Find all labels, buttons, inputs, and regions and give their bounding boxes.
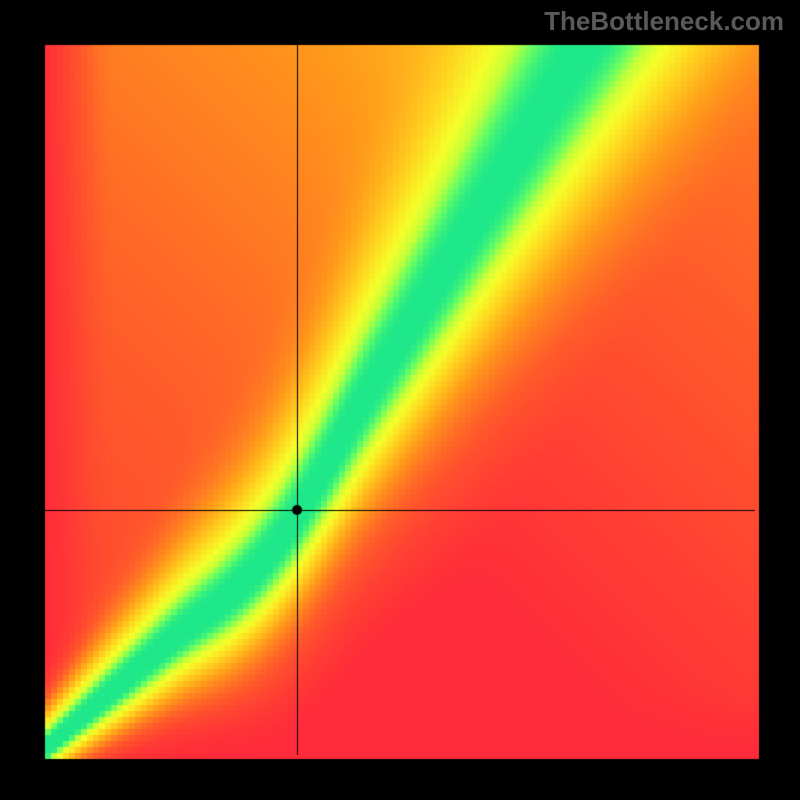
bottleneck-heatmap <box>0 0 800 800</box>
watermark-text: TheBottleneck.com <box>544 6 784 37</box>
